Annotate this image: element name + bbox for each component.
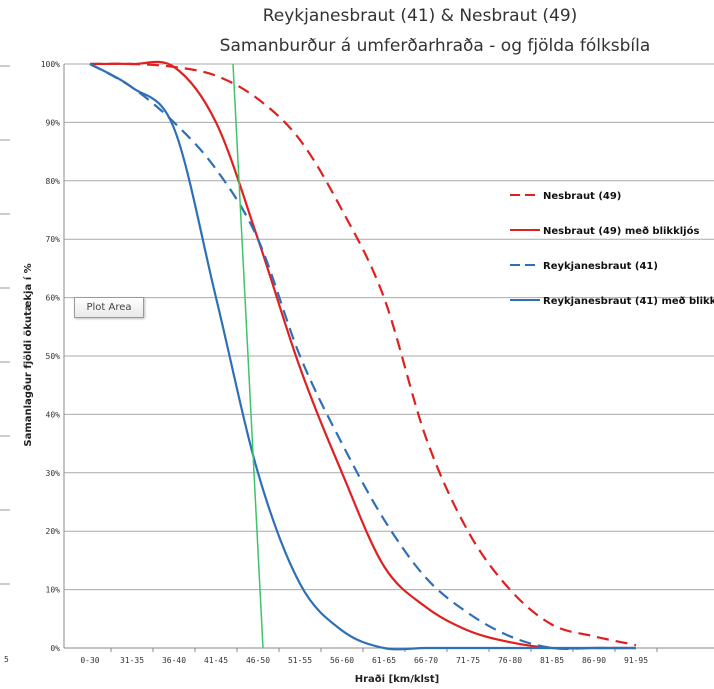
x-tick-label: 86-90 <box>582 656 606 665</box>
y-tick-label: 40% <box>46 410 61 419</box>
annotation-line <box>232 63 264 649</box>
legend-label: Nesbraut (49) <box>543 191 621 202</box>
legend-label: Reykjanesbraut (41) <box>543 261 658 272</box>
x-tick-label: 91-95 <box>624 656 648 665</box>
y-tick-label: 50% <box>46 352 61 361</box>
y-tick-label: 90% <box>46 118 61 127</box>
x-tick-label: 61-65 <box>372 656 396 665</box>
chart-subtitle: Samanburður á umferðarhraða - og fjölda … <box>219 36 651 56</box>
x-tick-label: 56-60 <box>330 656 354 665</box>
chart-title: Reykjanesbraut (41) & Nesbraut (49) <box>262 6 578 26</box>
y-tick-label: 80% <box>46 177 61 186</box>
y-tick-label: 100% <box>41 60 60 69</box>
y-tick-label: 30% <box>46 469 61 478</box>
x-tick-label: 76-80 <box>498 656 522 665</box>
x-tick-label: 46-50 <box>246 656 270 665</box>
x-tick-label: 41-45 <box>204 656 228 665</box>
x-tick-label: 31-35 <box>120 656 144 665</box>
x-tick-label: 0-30 <box>80 656 99 665</box>
left-partial-tick: 5 <box>4 655 9 664</box>
y-tick-label: 20% <box>46 527 61 536</box>
x-axis-label: Hraði [km/klst] <box>355 674 440 685</box>
x-tick-label: 81-85 <box>540 656 564 665</box>
x-tick-label: 36-40 <box>162 656 186 665</box>
plot-area-tooltip: Plot Area <box>74 297 144 318</box>
series-line[interactable] <box>89 62 637 647</box>
y-tick-label: 60% <box>46 294 61 303</box>
x-tick-label: 66-70 <box>414 656 438 665</box>
left-partial-axis <box>0 65 10 585</box>
y-tick-label: 0% <box>50 644 60 653</box>
series-line[interactable] <box>89 63 636 650</box>
y-tick-label: 70% <box>46 235 61 244</box>
x-tick-label: 51-55 <box>288 656 312 665</box>
series-line[interactable] <box>89 63 636 651</box>
legend-label: Nesbraut (49) með blikkljós <box>543 225 699 237</box>
y-axis-label: Samanlagður fjöldi ökutækja í % <box>22 263 34 446</box>
series-line[interactable] <box>89 60 636 650</box>
x-tick-label: 71-75 <box>456 656 480 665</box>
legend-label: Reykjanesbraut (41) með blikkljósum <box>543 295 714 307</box>
y-tick-label: 10% <box>46 586 61 595</box>
